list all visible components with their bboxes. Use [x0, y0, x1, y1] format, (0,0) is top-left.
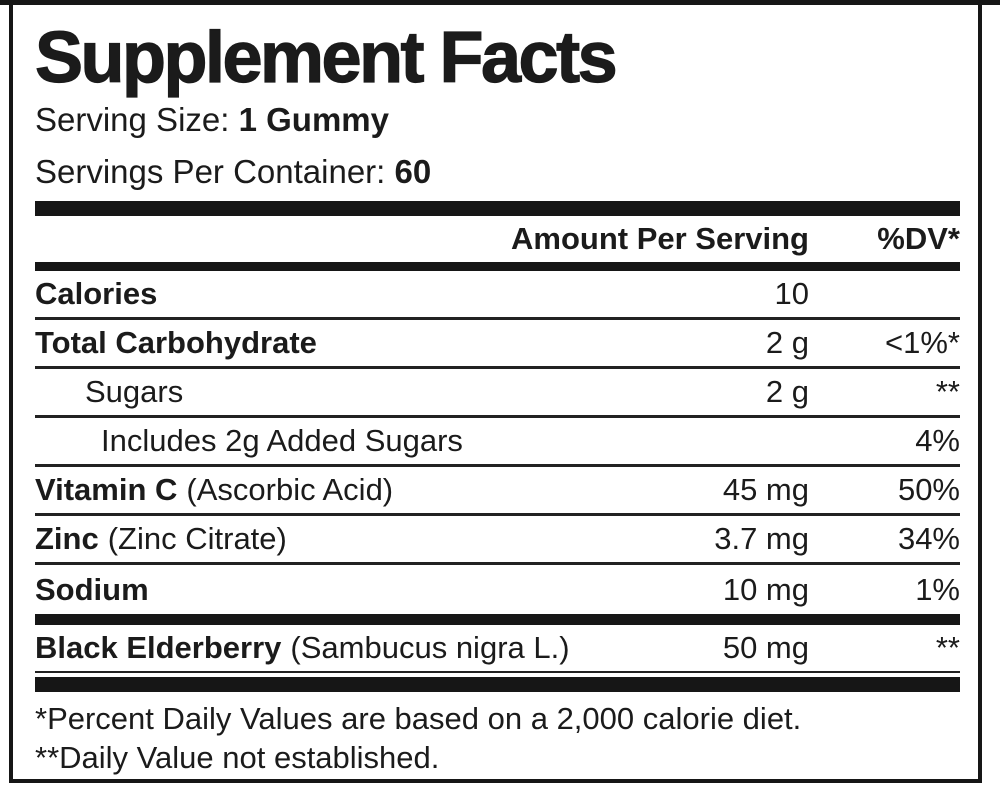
row-dv: 4% — [915, 423, 960, 458]
column-header-amount: Amount Per Serving — [511, 221, 809, 256]
row-amount: 10 — [774, 276, 809, 311]
row-dv: ** — [935, 374, 960, 409]
table-header-row: Amount Per Serving %DV* — [35, 216, 960, 262]
row-name: Black Elderberry (Sambucus nigra L.) — [35, 630, 570, 665]
row-dv: ** — [935, 630, 960, 665]
row-amount: 10 mg — [722, 571, 809, 607]
footnotes: *Percent Daily Values are based on a 2,0… — [35, 699, 960, 777]
thick-divider-top — [35, 201, 960, 216]
thick-divider-middle — [35, 614, 960, 625]
servings-per-container-value: 60 — [394, 153, 432, 190]
supplement-facts-label: Supplement Facts Serving Size: 1 Gummy S… — [9, 1, 982, 783]
row-amount: 3.7 mg — [714, 521, 809, 556]
label-title: Supplement Facts — [34, 18, 618, 98]
table-row-total-carbohydrate: Total Carbohydrate 2 g <1%* — [35, 320, 960, 369]
row-dv: 50% — [897, 472, 960, 507]
row-amount: 2 g — [765, 374, 809, 409]
footnote-daily-values: *Percent Daily Values are based on a 2,0… — [35, 701, 802, 736]
row-amount: 50 mg — [722, 630, 809, 665]
row-amount: 45 mg — [722, 472, 809, 507]
table-row-added-sugars: Includes 2g Added Sugars 4% — [35, 418, 960, 467]
row-name: Sugars — [85, 374, 184, 409]
header-divider — [35, 262, 960, 271]
serving-size-line: Serving Size: 1 Gummy — [35, 99, 960, 141]
thick-divider-bottom — [35, 677, 960, 692]
row-name: Calories — [35, 276, 158, 311]
row-name: Total Carbohydrate — [35, 325, 317, 360]
row-dv: 34% — [897, 521, 960, 556]
row-name: Zinc (Zinc Citrate) — [35, 521, 287, 556]
column-header-dv: %DV* — [877, 221, 960, 256]
row-name: Vitamin C (Ascorbic Acid) — [35, 472, 394, 507]
row-name: Sodium — [35, 571, 149, 607]
serving-size-value: 1 Gummy — [238, 101, 389, 138]
table-row-calories: Calories 10 — [35, 271, 960, 320]
table-row-black-elderberry: Black Elderberry (Sambucus nigra L.) 50 m… — [35, 625, 960, 673]
table-row-sodium: Sodium 10 mg 1% — [35, 565, 960, 614]
table-row-zinc: Zinc (Zinc Citrate) 3.7 mg 34% — [35, 516, 960, 565]
servings-per-container-label: Servings Per Container: — [35, 153, 386, 190]
row-dv: 1% — [915, 571, 960, 607]
row-dv: <1%* — [885, 325, 960, 360]
serving-size-label: Serving Size: — [35, 101, 230, 138]
row-amount: 2 g — [765, 325, 809, 360]
row-name: Includes 2g Added Sugars — [101, 423, 463, 458]
footnote-not-established: **Daily Value not established. — [35, 740, 440, 775]
table-row-vitamin-c: Vitamin C (Ascorbic Acid) 45 mg 50% — [35, 467, 960, 516]
servings-per-container-line: Servings Per Container: 60 — [35, 151, 960, 193]
table-row-sugars: Sugars 2 g ** — [35, 369, 960, 418]
